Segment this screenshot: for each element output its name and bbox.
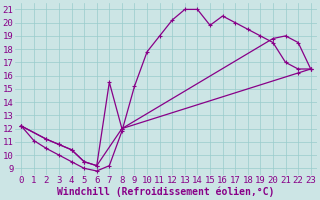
X-axis label: Windchill (Refroidissement éolien,°C): Windchill (Refroidissement éolien,°C) — [57, 187, 275, 197]
